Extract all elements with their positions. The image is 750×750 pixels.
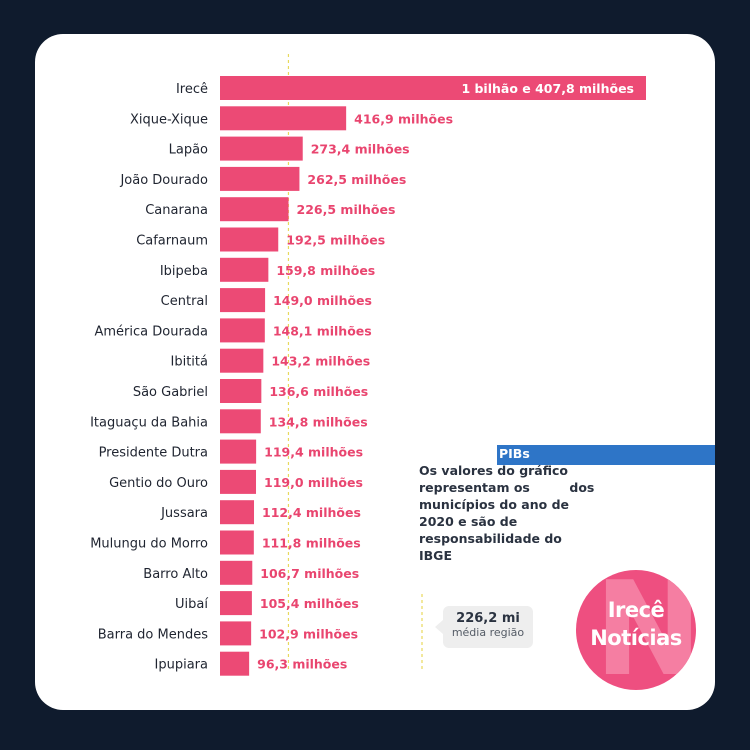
bar-chart: Irecê 1 bilhão e 407,8 milhões Xique-Xique… [90,54,646,676]
pibs-highlight: PIBs [497,445,715,465]
bar [220,379,262,403]
category-label: Canarana [145,203,208,218]
value-label: 226,5 milhões [297,202,396,217]
irece-noticias-logo: N Irecê Notícias [576,570,696,690]
bar [220,530,254,555]
highlight-text: PIBs [499,446,530,461]
category-label: Central [161,294,208,309]
value-label: 1 bilhão e 407,8 milhões [461,81,634,96]
value-label: 102,9 milhões [259,626,358,641]
category-label: Uibaí [175,597,208,612]
bar [220,591,252,616]
note-text-after: dos municípios do ano de 2020 e são de r… [419,480,595,563]
value-label: 96,3 milhões [257,657,347,672]
category-label: Xique-Xique [130,112,208,127]
value-label: 105,4 milhões [260,596,359,611]
category-label: Ibipeba [160,264,208,279]
value-label: 134,8 milhões [269,414,368,429]
logo-line-1: Irecê [607,598,665,622]
bar [220,166,300,191]
average-caption: média região [451,626,525,639]
bar [220,651,250,676]
bar [220,500,255,525]
category-label: Ibititá [171,355,208,370]
value-label: 273,4 milhões [311,142,410,157]
chart-card: Irecê 1 bilhão e 407,8 milhões Xique-Xique… [35,34,715,710]
bar [220,469,257,494]
value-label: 192,5 milhões [286,233,385,248]
bar [220,621,252,646]
value-label: 106,7 milhões [260,566,359,581]
note-text-before: Os valores do gráfico representam os [419,463,569,495]
bar [220,136,303,161]
category-label: Mulungu do Morro [90,537,208,552]
bar [220,227,279,252]
bar [220,288,266,313]
bar [220,257,269,282]
value-label: 262,5 milhões [307,172,406,187]
value-label: 136,6 milhões [269,384,368,399]
logo-line-2: Notícias [590,626,682,650]
value-label: 159,8 milhões [276,263,375,278]
category-label: São Gabriel [133,385,208,400]
category-label: Lapão [169,143,208,158]
bar [220,76,646,100]
value-label: 148,1 milhões [273,323,372,338]
value-label: 119,0 milhões [264,475,363,490]
bar [220,560,253,585]
category-label: Barro Alto [143,567,208,582]
bar [220,348,264,373]
category-label: Itaguaçu da Bahia [90,415,208,430]
bar [220,318,265,343]
value-label: 416,9 milhões [354,111,453,126]
value-label: 112,4 milhões [262,505,361,520]
category-label: América Dourada [95,324,209,339]
category-label: Barra do Mendes [98,627,208,642]
value-label: 143,2 milhões [271,354,370,369]
category-label: Jussara [160,506,208,521]
category-label: Gentio do Ouro [109,476,208,491]
value-label: 149,0 milhões [273,293,372,308]
bar [220,106,347,131]
category-label: Presidente Dutra [99,446,208,461]
bar [220,409,261,434]
logo-n-mark-icon: N [594,570,696,690]
category-label: Ipupiara [155,658,208,673]
average-callout: 226,2 mi média região [435,606,533,648]
average-value: 226,2 mi [456,611,520,626]
category-label: João Dourado [119,173,208,188]
bar [220,439,257,464]
bar [220,197,289,222]
category-label: Cafarnaum [136,234,208,249]
value-label: 111,8 milhões [262,536,361,551]
value-label: 119,4 milhões [264,445,363,460]
category-label: Irecê [176,82,208,97]
chart-note: Os valores do gráfico representam os PIB… [419,462,599,564]
